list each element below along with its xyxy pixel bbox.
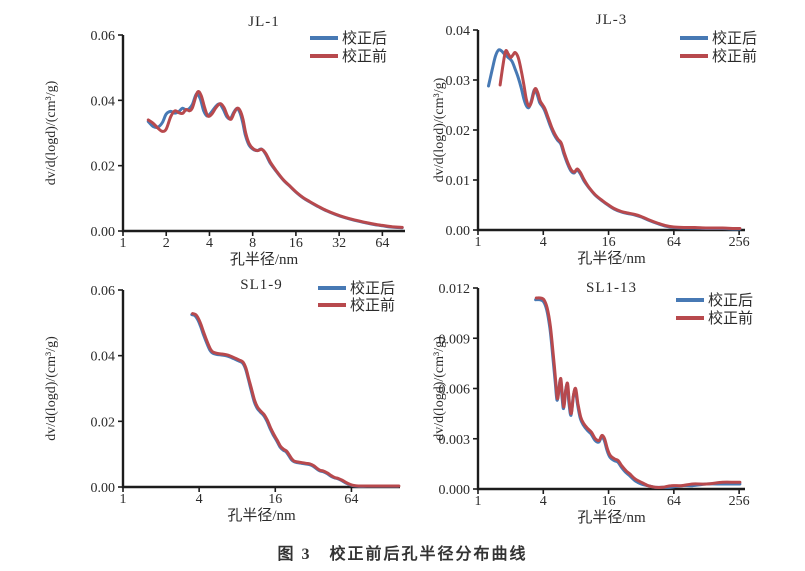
chart-sl1-13: 0.000 0.003 0.006 0.009 0.012 1 4 16 64 256 孔半径/nm… bbox=[430, 270, 805, 536]
y-tick-label: 0.02 bbox=[91, 160, 116, 175]
x-tick-label: 32 bbox=[332, 236, 346, 251]
chart-svg: 0.00 0.01 0.02 0.03 0.04 1 4 16 64 256 孔半径/nm dv/d(… bbox=[432, 12, 757, 267]
x-tick-label: 8 bbox=[249, 236, 256, 251]
chart-title: SL1-9 bbox=[240, 277, 283, 293]
x-tick-label: 16 bbox=[602, 494, 616, 509]
x-axis-label: 孔半径/nm bbox=[227, 507, 296, 524]
y-tick-label: 0.00 bbox=[91, 481, 116, 496]
y-tick-label: 0.02 bbox=[91, 415, 116, 430]
legend-after-label: 校正后 bbox=[350, 280, 395, 297]
x-tick-label: 4 bbox=[540, 494, 547, 509]
y-tick-label: 0.000 bbox=[439, 483, 471, 498]
x-tick-label: 64 bbox=[344, 492, 358, 507]
series-before-line bbox=[146, 90, 404, 229]
x-tick-label: 64 bbox=[375, 236, 389, 251]
x-axis-label: 孔半径/nm bbox=[577, 509, 646, 526]
series-before-line bbox=[191, 312, 401, 488]
x-tick-label: 4 bbox=[196, 492, 203, 507]
x-tick-label: 4 bbox=[540, 235, 547, 250]
legend-before-label: 校正前 bbox=[342, 48, 387, 65]
y-tick-label: 0.04 bbox=[446, 24, 471, 39]
series-before-line bbox=[534, 296, 742, 490]
x-tick-label: 1 bbox=[475, 235, 482, 250]
y-axis-label: dv/d(logd)/(cm³/g) bbox=[432, 336, 447, 441]
x-tick-label: 1 bbox=[120, 236, 127, 251]
legend-before-label: 校正前 bbox=[712, 48, 757, 65]
chart-svg: 0.00 0.02 0.04 0.06 1 4 16 64 孔半径/nm dv/d(logd)/(… bbox=[44, 277, 401, 524]
chart-title: SL1-13 bbox=[586, 280, 637, 296]
y-tick-label: 0.009 bbox=[439, 332, 471, 347]
y-tick-label: 0.04 bbox=[91, 350, 116, 365]
y-tick-label: 0.003 bbox=[439, 433, 471, 448]
chart-title: JL-1 bbox=[248, 14, 280, 30]
x-axis-label: 孔半径/nm bbox=[577, 250, 646, 267]
x-tick-label: 1 bbox=[120, 492, 127, 507]
y-tick-label: 0.006 bbox=[439, 383, 471, 398]
y-tick-label: 0.012 bbox=[439, 282, 471, 297]
legend-after-label: 校正后 bbox=[708, 292, 753, 309]
series-after-line bbox=[146, 92, 404, 230]
y-tick-label: 0.01 bbox=[446, 174, 471, 189]
y-axis-label: dv/d(logd)/(cm³/g) bbox=[44, 336, 59, 441]
x-tick-label: 16 bbox=[268, 492, 282, 507]
y-tick-label: 0.06 bbox=[91, 284, 116, 299]
chart-svg: 0.00 0.02 0.04 0.06 1 2 4 8 16 32 64 孔半径/nm dv/d(log… bbox=[44, 14, 405, 268]
y-tick-label: 0.03 bbox=[446, 74, 471, 89]
legend-after-label: 校正后 bbox=[342, 30, 387, 47]
figure-caption: 图 3 校正前后孔半径分布曲线 bbox=[277, 546, 528, 563]
series-after-line bbox=[487, 48, 742, 231]
y-tick-label: 0.00 bbox=[446, 224, 471, 239]
y-tick-label: 0.06 bbox=[91, 29, 116, 44]
legend-after-label: 校正后 bbox=[712, 30, 757, 47]
legend-before-label: 校正前 bbox=[708, 310, 753, 327]
x-tick-label: 16 bbox=[289, 236, 303, 251]
x-tick-label: 64 bbox=[667, 494, 681, 509]
x-tick-label: 2 bbox=[163, 236, 170, 251]
y-tick-label: 0.00 bbox=[91, 225, 116, 240]
y-tick-label: 0.02 bbox=[446, 124, 471, 139]
chart-sl1-9: 0.00 0.02 0.04 0.06 1 4 16 64 孔半径/nm dv/d(logd)/(… bbox=[42, 270, 417, 536]
y-axis-label: dv/d(logd)/(cm³/g) bbox=[432, 77, 447, 182]
x-tick-label: 64 bbox=[667, 235, 681, 250]
y-tick-label: 0.04 bbox=[91, 94, 116, 109]
x-tick-label: 16 bbox=[602, 235, 616, 250]
x-tick-label: 256 bbox=[729, 235, 750, 250]
x-axis-label: 孔半径/nm bbox=[230, 251, 299, 268]
x-tick-label: 4 bbox=[206, 236, 213, 251]
legend-before-label: 校正前 bbox=[350, 297, 395, 314]
y-axis-label: dv/d(logd)/(cm³/g) bbox=[44, 80, 59, 185]
chart-jl-1: 0.00 0.02 0.04 0.06 1 2 4 8 16 32 64 孔半径/nm dv/d(log… bbox=[42, 6, 417, 268]
series-before-line bbox=[498, 49, 742, 231]
x-tick-label: 256 bbox=[729, 494, 750, 509]
chart-svg: 0.000 0.003 0.006 0.009 0.012 1 4 16 64 256 孔半径/nm… bbox=[432, 280, 753, 526]
chart-jl-3: 0.00 0.01 0.02 0.03 0.04 1 4 16 64 256 孔半径/nm dv/d(… bbox=[430, 4, 805, 268]
axis bbox=[121, 290, 400, 489]
chart-title: JL-3 bbox=[596, 12, 628, 28]
x-tick-label: 1 bbox=[475, 494, 482, 509]
